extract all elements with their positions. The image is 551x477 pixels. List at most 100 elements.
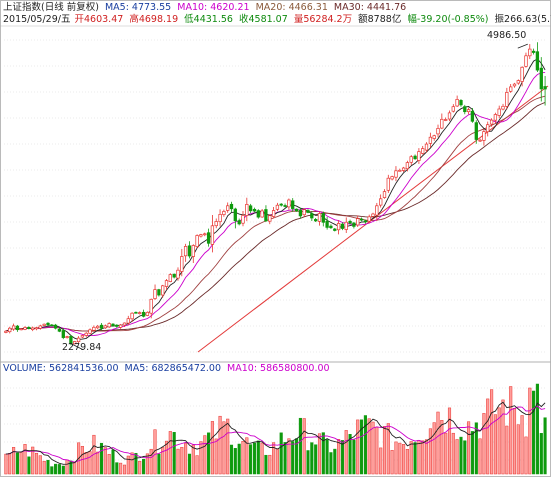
volume-bar xyxy=(249,444,253,475)
volume-bar xyxy=(103,447,107,475)
volume-bar xyxy=(149,448,153,475)
volume-bar xyxy=(122,464,127,475)
volume-bar xyxy=(428,428,432,475)
volume-bar xyxy=(467,421,471,475)
volume-bar xyxy=(237,443,241,475)
volume-bar xyxy=(329,452,333,475)
volume-bar xyxy=(478,438,482,475)
candle-body xyxy=(199,234,203,237)
candle-body xyxy=(302,209,306,216)
volume-bar xyxy=(195,455,199,475)
volume-bar xyxy=(386,423,390,475)
candle-body xyxy=(61,330,65,338)
volume-bar xyxy=(352,439,356,475)
volume-bar xyxy=(447,407,452,475)
ma30-value: MA30: 4441.76 xyxy=(333,2,407,13)
candle-body xyxy=(157,289,161,296)
candle-body xyxy=(539,67,543,90)
volume-ma5-value: MA5: 682865472.00 xyxy=(124,363,222,374)
volume-bar xyxy=(340,440,344,475)
volume-bar xyxy=(390,450,394,475)
candle-body xyxy=(493,114,498,121)
low-value: 低4431.56 xyxy=(184,14,233,25)
volume-bar xyxy=(207,432,211,475)
candle-body xyxy=(291,200,295,209)
date-label: 2015/05/29/五 xyxy=(3,14,71,25)
volume-bar xyxy=(233,448,237,475)
candle-body xyxy=(42,323,46,326)
volume-bar xyxy=(46,459,50,475)
volume-bar xyxy=(291,441,295,475)
volume-bar xyxy=(23,444,27,475)
volume-bar xyxy=(394,441,398,475)
candle-body xyxy=(474,122,478,140)
volume-ma10-line xyxy=(5,405,546,463)
candle-body xyxy=(57,328,62,332)
candle-body xyxy=(317,213,322,222)
volume-bar xyxy=(348,434,352,475)
candle-body xyxy=(195,235,199,247)
candle-body xyxy=(516,80,520,84)
volume-ma10-value: MA10: 586580800.00 xyxy=(227,363,330,374)
high-marker-line xyxy=(517,43,528,49)
candle-body xyxy=(287,199,291,208)
candle-body xyxy=(141,311,146,317)
volume-bar xyxy=(474,422,478,475)
candle-body xyxy=(107,323,111,328)
volume-bar xyxy=(61,465,65,475)
volume-bar xyxy=(12,447,16,475)
candle-body xyxy=(375,205,379,216)
volume-bar xyxy=(436,411,440,475)
candle-body xyxy=(92,326,96,331)
candle-body xyxy=(88,329,92,334)
volume-bar xyxy=(421,440,425,475)
candle-body xyxy=(180,256,184,272)
volume-bar xyxy=(268,454,272,475)
volume-bar xyxy=(417,440,421,475)
candle-body xyxy=(271,210,276,217)
candle-body xyxy=(183,246,188,257)
volume-bar xyxy=(168,431,172,475)
change-value: 幅-39.20(-0.85%) xyxy=(407,14,489,25)
volume-bar xyxy=(314,444,318,475)
candle-body xyxy=(405,162,410,170)
volume-bar xyxy=(260,442,264,475)
candle-body xyxy=(237,220,241,225)
candle-body xyxy=(27,326,31,329)
volume-bar xyxy=(279,432,283,475)
candle-body xyxy=(19,328,23,331)
volume-bar xyxy=(528,387,532,475)
volume-bar xyxy=(451,432,455,475)
candle-body xyxy=(53,324,58,329)
volume-bar xyxy=(306,450,310,475)
volume-bar xyxy=(543,417,547,475)
candle-body xyxy=(466,109,471,113)
candle-body xyxy=(275,204,280,210)
candle-body xyxy=(115,324,119,327)
volume-bar xyxy=(344,430,348,475)
candle-body xyxy=(470,110,475,122)
candle-body xyxy=(149,298,153,314)
candle-body xyxy=(268,215,272,222)
volume-bar xyxy=(539,433,543,475)
ma20-value: MA20: 4466.31 xyxy=(255,2,328,13)
candle-body xyxy=(509,86,513,92)
candle-body xyxy=(218,214,222,223)
volume-bar xyxy=(337,439,341,475)
volume-bar xyxy=(359,419,364,475)
candle-body xyxy=(520,66,524,82)
volume-bar xyxy=(54,463,58,475)
candle-body xyxy=(451,106,455,112)
candle-body xyxy=(126,318,130,324)
candle-body xyxy=(432,135,436,139)
moving-average-lines xyxy=(5,58,546,340)
volume-bar xyxy=(88,451,92,475)
candlesticks xyxy=(4,42,547,346)
volume-bar xyxy=(8,453,12,475)
volume-bar xyxy=(520,415,524,475)
candle-body xyxy=(528,48,532,57)
volume-bar xyxy=(130,452,134,475)
volume-bar xyxy=(497,407,501,475)
volume-bar xyxy=(126,455,130,475)
ma5-value: MA5: 4773.55 xyxy=(104,2,172,13)
